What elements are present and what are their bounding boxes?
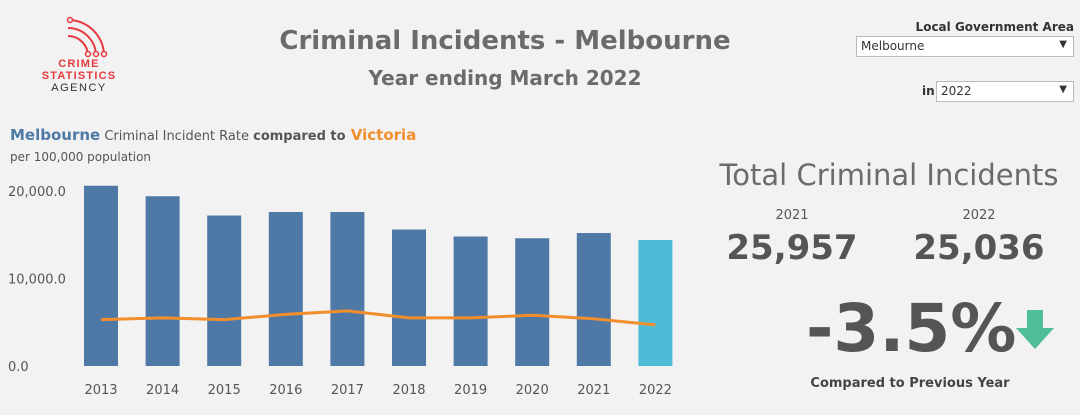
chart-title-compared: compared to <box>253 129 346 144</box>
x-tick-label: 2019 <box>454 383 487 398</box>
bar-melbourne-2016 <box>268 212 303 366</box>
year-dropdown[interactable]: 2022 ▼ <box>936 81 1074 102</box>
bar-melbourne-2022 <box>638 240 673 366</box>
chart-title: Melbourne Criminal Incident Rate compare… <box>10 126 416 144</box>
kpi-percent-change: -3.5% <box>806 290 1017 367</box>
x-tick-label: 2021 <box>577 383 610 398</box>
incident-rate-chart: 20,000.0 10,000.0 0.0 2013 2014 2015 2016 2017 2… <box>8 185 673 398</box>
bar-melbourne-2014 <box>145 196 180 366</box>
chart-title-rate: Criminal Incident Rate <box>100 129 254 144</box>
kpi-title: Total Criminal Incidents <box>719 158 1059 192</box>
x-tick-label: 2018 <box>392 383 425 398</box>
crime-statistics-agency-logo: CRIME STATISTICS AGENCY <box>24 14 134 104</box>
x-tick-label: 2015 <box>208 383 241 398</box>
logo-line-agency: AGENCY <box>51 82 107 94</box>
x-tick-label: 2022 <box>639 383 672 398</box>
chevron-down-icon: ▼ <box>1059 39 1067 50</box>
lga-filter-label: Local Government Area <box>915 20 1074 34</box>
y-tick-label: 10,000.0 <box>8 273 66 288</box>
x-tick-label: 2016 <box>269 383 302 398</box>
kpi-compare-label: Compared to Previous Year <box>810 376 1010 391</box>
bar-melbourne-2017 <box>330 212 365 366</box>
chart-title-melbourne: Melbourne <box>10 126 101 144</box>
y-tick-label: 0.0 <box>8 360 29 375</box>
chart-subtitle: per 100,000 population <box>10 150 152 164</box>
page-title: Criminal Incidents - Melbourne <box>279 26 731 56</box>
chart-title-victoria: Victoria <box>345 126 417 144</box>
bar-melbourne-2019 <box>453 236 488 366</box>
y-tick-label: 20,000.0 <box>8 185 66 200</box>
kpi-value-previous: 25,957 <box>726 228 858 268</box>
x-tick-label: 2014 <box>146 383 179 398</box>
arrow-down-icon <box>1016 310 1054 349</box>
line-victoria <box>100 309 656 327</box>
x-tick-label: 2013 <box>84 383 117 398</box>
lga-dropdown[interactable]: Melbourne ▼ <box>856 36 1074 57</box>
page-subtitle: Year ending March 2022 <box>368 66 642 90</box>
chevron-down-icon: ▼ <box>1059 84 1067 95</box>
x-tick-label: 2017 <box>331 383 364 398</box>
logo-line-statistics: STATISTICS <box>41 70 117 82</box>
kpi-year-current: 2022 <box>962 208 996 223</box>
year-filter-label: in <box>922 84 935 98</box>
bar-melbourne-2021 <box>576 233 611 366</box>
bar-melbourne-2020 <box>515 238 550 366</box>
bar-melbourne-2013 <box>84 185 118 366</box>
lga-dropdown-value: Melbourne <box>861 39 925 53</box>
kpi-value-current: 25,036 <box>913 228 1045 268</box>
x-tick-label: 2020 <box>516 383 549 398</box>
bar-melbourne-2018 <box>392 229 426 366</box>
bar-melbourne-2015 <box>207 215 242 366</box>
logo-arcs-icon <box>66 16 108 58</box>
logo-line-crime: CRIME <box>58 58 100 70</box>
year-dropdown-value: 2022 <box>941 84 972 98</box>
kpi-year-previous: 2021 <box>775 208 809 223</box>
